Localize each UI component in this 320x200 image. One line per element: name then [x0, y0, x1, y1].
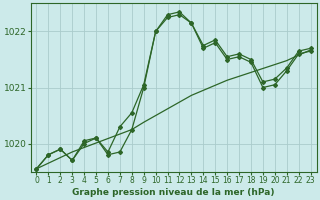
X-axis label: Graphe pression niveau de la mer (hPa): Graphe pression niveau de la mer (hPa) — [72, 188, 275, 197]
